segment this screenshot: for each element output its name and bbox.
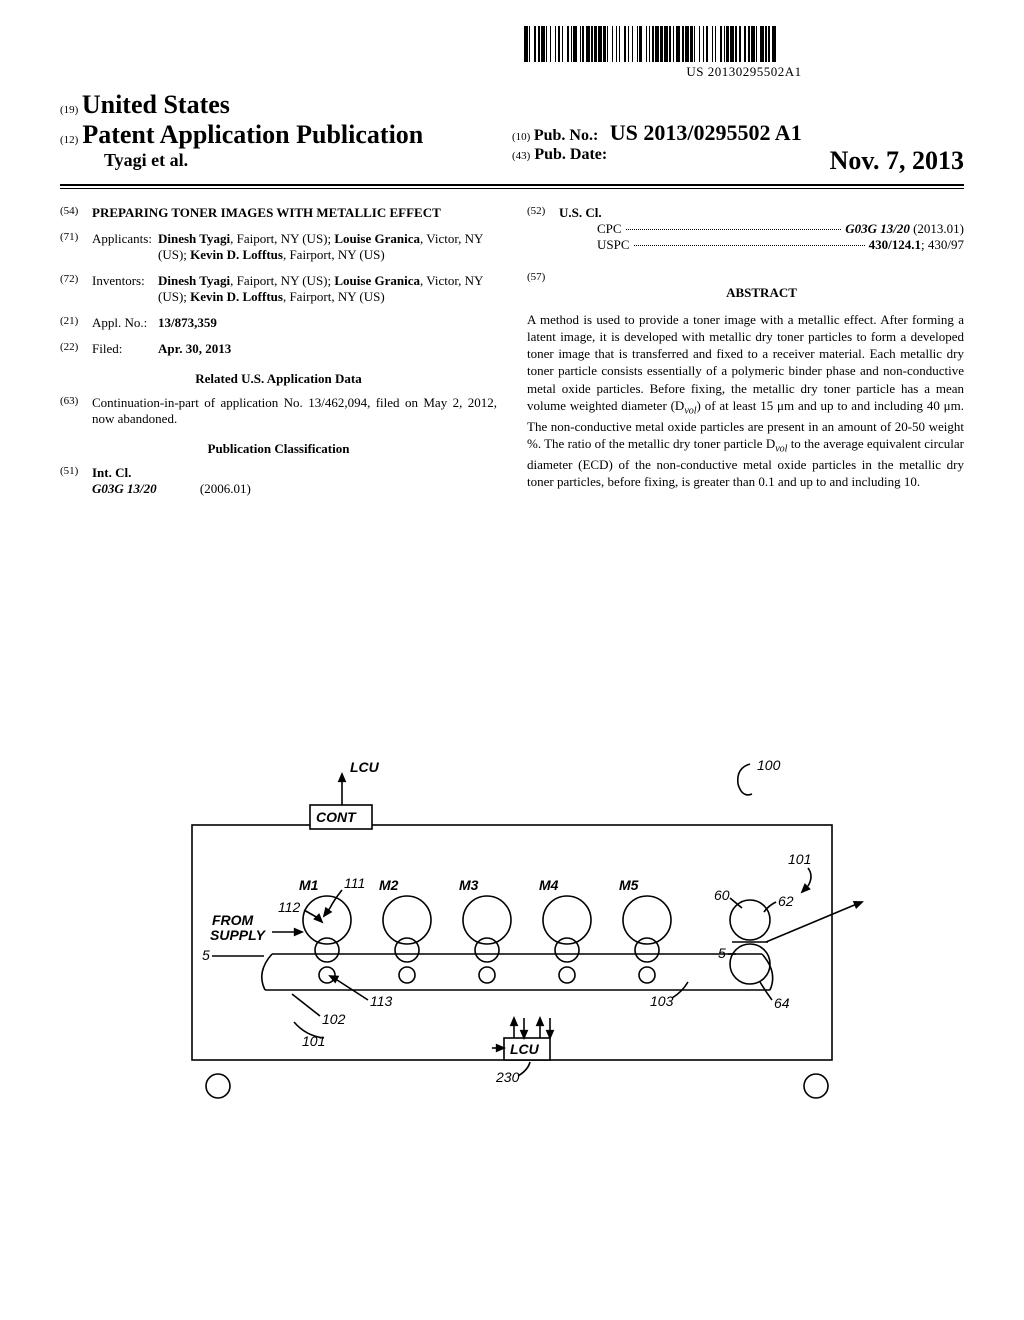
pubdate-label: Pub. Date: [534, 146, 607, 163]
svg-text:FROM: FROM [212, 912, 254, 928]
related-data-heading: Related U.S. Application Data [60, 371, 497, 387]
code-54: (54) [60, 205, 92, 221]
intcl-code: G03G 13/20 [92, 481, 157, 496]
svg-text:62: 62 [778, 893, 794, 909]
code-10: (10) [512, 131, 530, 143]
code-22: (22) [60, 341, 92, 357]
applno-value: 13/873,359 [158, 315, 497, 331]
pubdate-value: Nov. 7, 2013 [830, 146, 964, 176]
figure-diagram: 100 CONT LCU FROMSUPPLY M1 M2 M3 M4 M5 111 112 113 1… [152, 750, 872, 1155]
pubno-value: US 2013/0295502 A1 [610, 120, 802, 145]
svg-text:113: 113 [370, 993, 393, 1009]
svg-text:112: 112 [278, 899, 301, 915]
svg-text:101: 101 [788, 851, 811, 867]
svg-text:LCU: LCU [350, 759, 380, 775]
svg-text:60: 60 [714, 887, 730, 903]
barcode-text: US 20130295502A1 [524, 64, 964, 80]
applicants-label: Applicants: [92, 231, 158, 263]
barcode [524, 26, 964, 62]
svg-text:111: 111 [344, 875, 365, 891]
svg-text:5: 5 [202, 947, 210, 963]
document-header: (19) United States (12) Patent Applicati… [60, 90, 964, 189]
pubclass-heading: Publication Classification [60, 441, 497, 457]
invention-title: PREPARING TONER IMAGES WITH METALLIC EFF… [92, 205, 497, 221]
code-52: (52) [527, 205, 559, 253]
svg-text:M4: M4 [539, 877, 559, 893]
code-12: (12) [60, 134, 78, 146]
svg-text:230: 230 [495, 1069, 520, 1085]
filed-label: Filed: [92, 341, 158, 357]
abstract-heading: ABSTRACT [559, 285, 964, 301]
intcl-year: (2006.01) [200, 481, 251, 496]
svg-text:LCU: LCU [510, 1041, 540, 1057]
cpc-label: CPC [597, 221, 622, 237]
svg-text:102: 102 [322, 1011, 346, 1027]
publication-type: Patent Application Publication [82, 120, 423, 149]
field-72-inventors: (72) Inventors: Dinesh Tyagi, Faiport, N… [60, 273, 497, 305]
left-column: (54) PREPARING TONER IMAGES WITH METALLI… [60, 205, 497, 499]
svg-text:SUPPLY: SUPPLY [210, 927, 267, 943]
field-52-uscl: (52) U.S. Cl. CPC G03G 13/20 (2013.01) U… [527, 205, 964, 253]
field-63-continuation: (63) Continuation-in-part of application… [60, 395, 497, 427]
barcode-region: US 20130295502A1 [524, 26, 964, 80]
field-71-applicants: (71) Applicants: Dinesh Tyagi, Faiport, … [60, 231, 497, 263]
svg-text:M3: M3 [459, 877, 479, 893]
inventors-value: Dinesh Tyagi, Faiport, NY (US); Louise G… [158, 273, 497, 305]
cpc-value: G03G 13/20 [845, 221, 910, 236]
code-63: (63) [60, 395, 92, 427]
filed-value: Apr. 30, 2013 [158, 341, 497, 357]
svg-text:M2: M2 [379, 877, 399, 893]
applicants-value: Dinesh Tyagi, Faiport, NY (US); Louise G… [158, 231, 497, 263]
intcl-label: Int. Cl. [92, 465, 497, 481]
field-22-filed: (22) Filed: Apr. 30, 2013 [60, 341, 497, 357]
inventors-label: Inventors: [92, 273, 158, 305]
svg-text:64: 64 [774, 995, 790, 1011]
cpc-year: (2013.01) [913, 221, 964, 236]
code-57: (57) [527, 271, 559, 311]
svg-text:CONT: CONT [316, 809, 357, 825]
header-rule-thick [60, 184, 964, 186]
svg-text:5: 5 [718, 945, 726, 961]
code-19: (19) [60, 104, 78, 116]
svg-text:M1: M1 [299, 877, 319, 893]
header-rule-thin [60, 188, 964, 189]
uspc-label: USPC [597, 237, 630, 253]
field-21-applno: (21) Appl. No.: 13/873,359 [60, 315, 497, 331]
field-54-title: (54) PREPARING TONER IMAGES WITH METALLI… [60, 205, 497, 221]
svg-text:100: 100 [757, 757, 781, 773]
dotted-leader [626, 229, 842, 230]
authors-line: Tyagi et al. [104, 150, 512, 171]
svg-text:103: 103 [650, 993, 674, 1009]
code-43: (43) [512, 150, 530, 162]
code-72: (72) [60, 273, 92, 305]
svg-text:M5: M5 [619, 877, 639, 893]
uspc-value-bold: 430/124.1 [869, 237, 921, 252]
dotted-leader [634, 245, 865, 246]
applno-label: Appl. No.: [92, 315, 158, 331]
right-column: (52) U.S. Cl. CPC G03G 13/20 (2013.01) U… [527, 205, 964, 499]
country-name: United States [82, 90, 230, 119]
uscl-label: U.S. Cl. [559, 205, 964, 221]
figure-svg: 100 CONT LCU FROMSUPPLY M1 M2 M3 M4 M5 111 112 113 1… [152, 750, 872, 1150]
continuation-text: Continuation-in-part of application No. … [92, 395, 497, 427]
code-71: (71) [60, 231, 92, 263]
code-51: (51) [60, 465, 92, 497]
bibliographic-columns: (54) PREPARING TONER IMAGES WITH METALLI… [60, 205, 964, 499]
pubno-label: Pub. No.: [534, 127, 598, 144]
abstract-text: A method is used to provide a toner imag… [527, 311, 964, 490]
field-51-intcl: (51) Int. Cl. G03G 13/20 (2006.01) [60, 465, 497, 497]
code-21: (21) [60, 315, 92, 331]
